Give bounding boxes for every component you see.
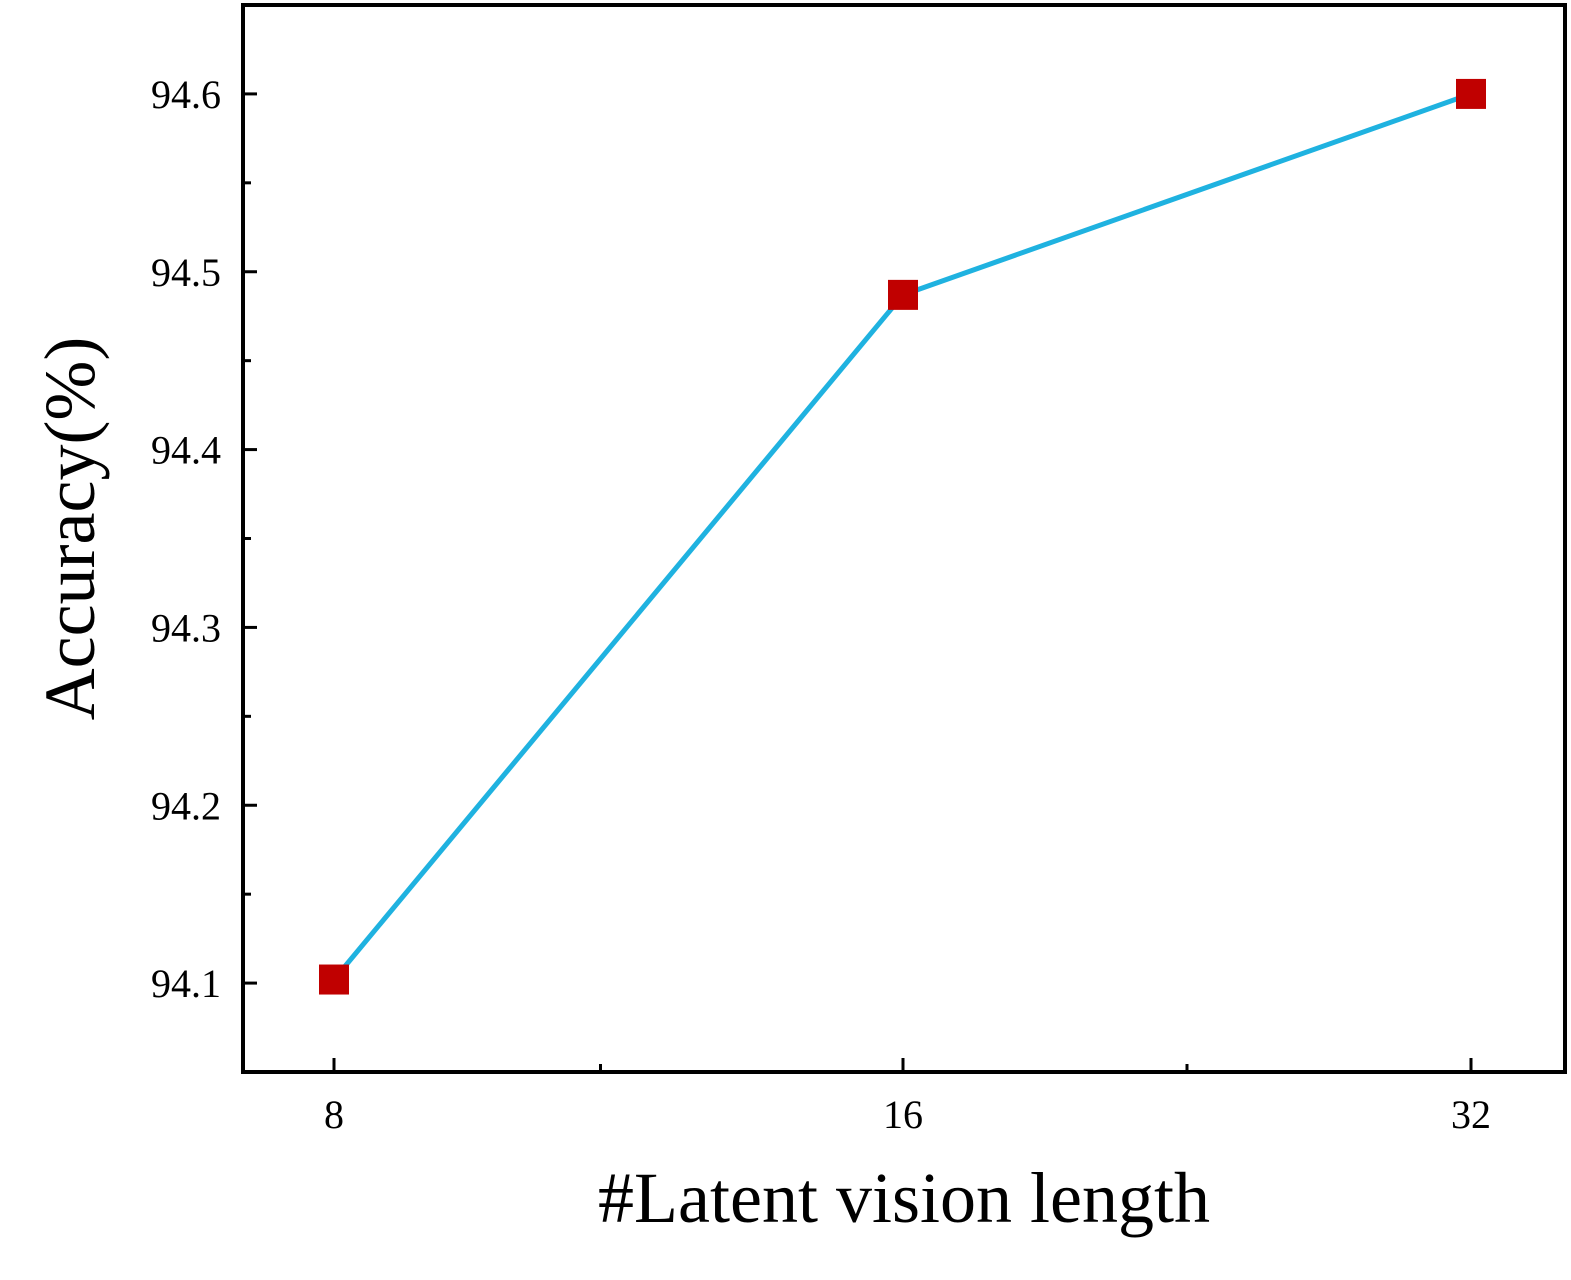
x-tick-label: 8 [324,1092,344,1137]
series-line [332,91,1472,982]
y-tick-label: 94.6 [151,72,221,117]
x-axis-ticks: 8 16 32 [324,1058,1491,1137]
x-axis-title: #Latent vision length [598,1158,1210,1238]
y-tick-label: 94.1 [151,961,221,1006]
y-tick-label: 94.2 [151,783,221,828]
data-point-marker [1456,78,1486,109]
data-point-marker [319,964,349,995]
y-tick-label: 94.3 [151,605,221,650]
y-tick-label: 94.4 [151,428,221,473]
series-markers [319,78,1486,995]
x-tick-label: 32 [1451,1092,1491,1137]
y-axis-title: Accuracy(%) [30,337,110,721]
data-point-marker [888,279,918,310]
y-tick-label: 94.5 [151,250,221,295]
plot-frame [241,3,1567,1074]
y-axis-ticks: 94.1 94.2 94.3 94.4 94.5 94.6 [151,72,257,1006]
x-tick-label: 16 [883,1092,923,1137]
